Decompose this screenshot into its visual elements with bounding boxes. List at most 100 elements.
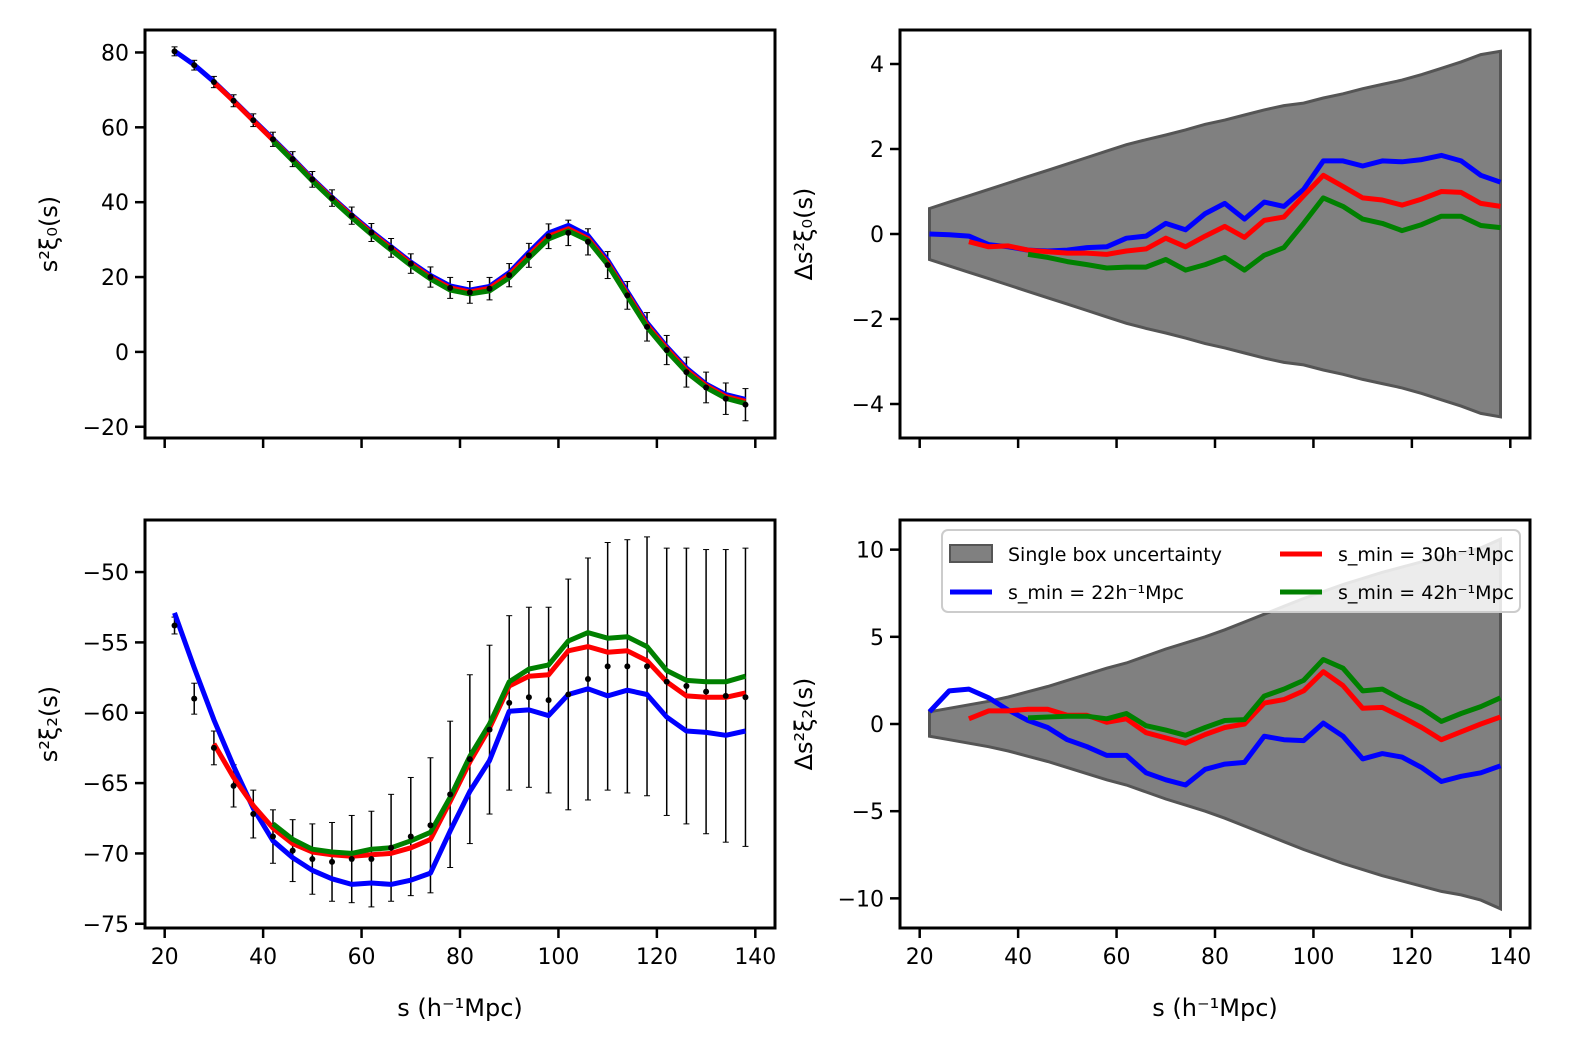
data-point (309, 176, 316, 183)
data-point (368, 229, 375, 236)
data-point (644, 323, 651, 330)
series-line-smin-22 (172, 612, 747, 887)
data-point (466, 289, 473, 296)
x-axis-label: s (h⁻¹Mpc) (397, 994, 523, 1022)
data-point (742, 401, 749, 408)
legend-frame (941, 529, 1521, 613)
x-tick-label: 120 (636, 945, 678, 970)
y-tick-label: 0 (870, 713, 884, 738)
y-tick-label: −50 (83, 561, 129, 586)
data-point (722, 692, 729, 699)
data-point (230, 782, 237, 789)
data-point (269, 136, 276, 143)
x-tick-label: 20 (151, 945, 179, 970)
x-tick-label: 100 (1292, 945, 1334, 970)
data-point (584, 238, 591, 245)
data-point (742, 694, 749, 701)
data-point (683, 369, 690, 376)
data-point (191, 695, 198, 702)
data-point (210, 79, 217, 86)
data-point (466, 756, 473, 763)
data-point (565, 229, 572, 236)
legend-label: s_min = 30h⁻¹Mpc (1338, 544, 1514, 566)
y-axis-label: Δs²ξ₀(s) (790, 188, 818, 281)
data-point (703, 688, 710, 695)
x-tick-label: 100 (537, 945, 579, 970)
series-line-smin-42 (1027, 657, 1502, 738)
y-tick-label: 2 (870, 138, 884, 163)
x-tick-label: 80 (446, 945, 474, 970)
y-axis-label: s²ξ₂(s) (35, 686, 63, 762)
data-point (584, 675, 591, 682)
y-tick-label: −65 (83, 772, 129, 797)
series-line-smin-30 (967, 669, 1502, 746)
y-tick-label: 10 (856, 539, 884, 564)
data-point (663, 678, 670, 685)
x-tick-label: 80 (1201, 945, 1229, 970)
data-point (230, 97, 237, 104)
uncertainty-band (928, 49, 1502, 419)
y-tick-label: 60 (101, 116, 129, 141)
x-tick-label: 40 (249, 945, 277, 970)
data-point (703, 384, 710, 391)
y-tick-label: −60 (83, 702, 129, 727)
data-point (269, 833, 276, 840)
legend-label: Single box uncertainty (1008, 544, 1222, 566)
data-point (624, 292, 631, 299)
y-tick-label: 40 (101, 191, 129, 216)
data-point (289, 156, 296, 163)
x-tick-label: 40 (1004, 945, 1032, 970)
axes-frame (143, 28, 777, 440)
data-point (388, 244, 395, 251)
data-point (604, 262, 611, 269)
data-point (447, 791, 454, 798)
data-point (624, 663, 631, 670)
data-point (348, 212, 355, 219)
y-tick-label: −4 (852, 393, 884, 418)
y-axis-label: s²ξ₀(s) (35, 196, 63, 272)
y-tick-label: −75 (83, 913, 129, 938)
data-point (486, 285, 493, 292)
panel-quadrupole: −75 −70 −65 −60 −55 −50 20 40 60 80 100 120 140 s²ξ₂(… (35, 518, 777, 1022)
data-point (289, 847, 296, 854)
data-point (388, 844, 395, 851)
y-tick-label: −55 (83, 631, 129, 656)
data-point (250, 811, 257, 818)
data-point (407, 260, 414, 267)
y-tick-label: −2 (852, 308, 884, 333)
data-point (447, 284, 454, 291)
panel-quadrupole-residual: −10 −5 0 5 10 20 40 60 80 100 120 140 Δs²ξ₂(s) s (h⁻¹… (790, 518, 1532, 1022)
panel-monopole: −20 0 20 40 60 80 s²ξ₀(s) (35, 28, 777, 448)
x-axis-label: s (h⁻¹Mpc) (1152, 994, 1278, 1022)
data-point (604, 663, 611, 670)
series-line-smin-30 (211, 644, 747, 859)
data-point (309, 856, 316, 863)
y-axis-label: Δs²ξ₂(s) (790, 678, 818, 771)
data-point (683, 683, 690, 690)
series-line-smin-22 (927, 686, 1502, 788)
series-line-smin-30 (968, 172, 1501, 257)
data-point (545, 697, 552, 704)
data-point (486, 726, 493, 733)
data-point (427, 822, 434, 829)
y-tick-label: −5 (852, 800, 884, 825)
series-line-smin-22 (173, 48, 747, 402)
data-point (171, 48, 178, 55)
data-point (329, 858, 336, 865)
data-point (506, 272, 513, 279)
y-tick-label: 5 (870, 626, 884, 651)
y-tick-label: −20 (83, 416, 129, 441)
data-point (525, 252, 532, 259)
data-point (191, 62, 198, 69)
y-tick-label: 80 (101, 41, 129, 66)
y-tick-label: −10 (838, 887, 884, 912)
data-point (663, 347, 670, 354)
legend-swatch-band (949, 544, 993, 563)
data-point (250, 117, 257, 124)
x-tick-label: 120 (1391, 945, 1433, 970)
data-point (171, 622, 178, 629)
panel-monopole-residual: −4 −2 0 2 4 Δs²ξ₀(s) (790, 28, 1532, 448)
x-tick-label: 140 (734, 945, 776, 970)
data-point (210, 744, 217, 751)
